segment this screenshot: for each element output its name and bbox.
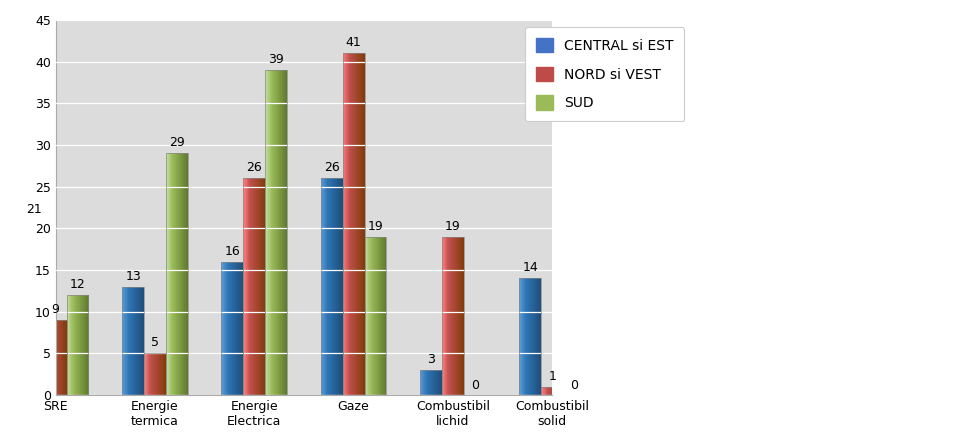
Text: 5: 5 xyxy=(151,336,159,349)
Text: 13: 13 xyxy=(125,270,141,283)
Bar xyxy=(343,53,364,395)
Bar xyxy=(23,220,45,395)
Bar xyxy=(122,287,144,395)
Text: 26: 26 xyxy=(246,161,262,174)
Bar xyxy=(144,354,166,395)
Bar xyxy=(520,279,541,395)
Text: 21: 21 xyxy=(26,203,41,216)
Text: 14: 14 xyxy=(523,261,538,274)
Bar xyxy=(442,237,464,395)
Bar xyxy=(265,70,287,395)
Text: 0: 0 xyxy=(471,379,479,392)
Bar xyxy=(321,179,343,395)
Bar xyxy=(541,387,563,395)
Text: 26: 26 xyxy=(324,161,339,174)
Text: 1: 1 xyxy=(549,369,556,383)
Bar xyxy=(364,237,386,395)
Text: 16: 16 xyxy=(225,245,240,257)
Text: 9: 9 xyxy=(52,303,60,316)
Text: 12: 12 xyxy=(69,278,86,291)
Bar xyxy=(420,370,442,395)
Text: 19: 19 xyxy=(445,220,460,233)
Text: 3: 3 xyxy=(427,353,435,366)
Bar xyxy=(45,320,66,395)
Legend: CENTRAL si EST, NORD si VEST, SUD: CENTRAL si EST, NORD si VEST, SUD xyxy=(525,27,684,121)
Bar xyxy=(221,262,243,395)
Bar xyxy=(66,295,88,395)
Text: 41: 41 xyxy=(346,36,361,49)
Text: 19: 19 xyxy=(367,220,383,233)
Text: 39: 39 xyxy=(268,53,284,66)
Bar xyxy=(166,153,187,395)
Bar xyxy=(243,179,265,395)
Text: 0: 0 xyxy=(570,379,579,392)
Text: 29: 29 xyxy=(169,136,185,149)
